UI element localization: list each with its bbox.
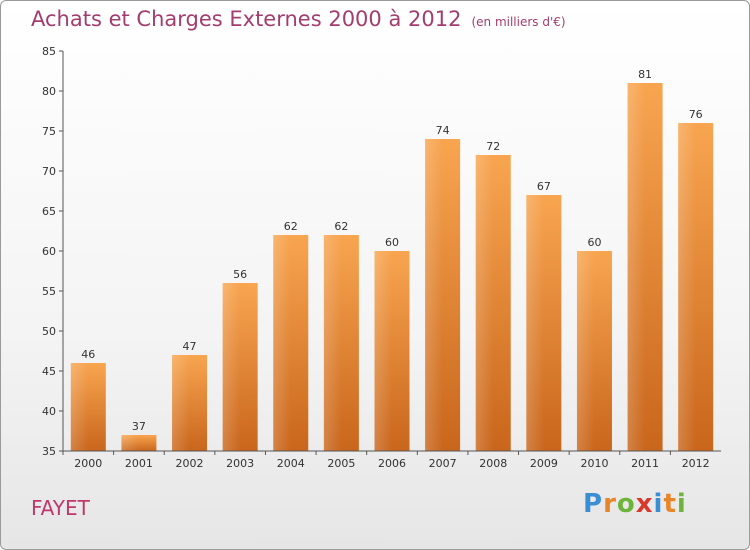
data-label-2008: 72 xyxy=(486,140,500,153)
bar-shine-2000 xyxy=(70,363,89,451)
data-label-2011: 81 xyxy=(638,68,652,81)
bar-shine-2009 xyxy=(526,195,544,451)
bar-shine-2001 xyxy=(121,435,139,451)
place-name: FAYET xyxy=(31,496,90,520)
bar-shine-2008 xyxy=(475,155,494,451)
bar-shine-2006 xyxy=(374,251,392,451)
data-label-2003: 56 xyxy=(233,268,247,281)
bar-shine-2002 xyxy=(172,355,190,451)
bar-shine-2005 xyxy=(323,235,342,451)
x-tick-label-2009: 2009 xyxy=(530,457,558,470)
x-tick-label-2007: 2007 xyxy=(429,457,457,470)
bars-group: 46 37 47 56 62 62 60 74 72 67 60 81 76 xyxy=(70,68,714,451)
x-tick-label-2002: 2002 xyxy=(176,457,204,470)
y-tick-label-45: 45 xyxy=(42,365,56,378)
logo-letter: P xyxy=(583,489,604,519)
chart-title-text: Achats et Charges Externes 2000 à 2012 xyxy=(31,7,462,31)
data-label-2006: 60 xyxy=(385,236,399,249)
logo-letter: o xyxy=(616,489,636,519)
bar-shine-2010 xyxy=(576,251,595,451)
data-label-2001: 37 xyxy=(132,420,146,433)
x-tick-label-2004: 2004 xyxy=(277,457,305,470)
y-tick-label-75: 75 xyxy=(42,125,56,138)
data-label-2004: 62 xyxy=(284,220,298,233)
data-label-2002: 47 xyxy=(183,340,197,353)
y-tick-label-55: 55 xyxy=(42,285,56,298)
y-tick-label-50: 50 xyxy=(42,325,56,338)
logo-letter: i xyxy=(653,489,664,519)
y-tick-label-65: 65 xyxy=(42,205,56,218)
data-label-2009: 67 xyxy=(537,180,551,193)
bar-shine-2011 xyxy=(627,83,646,451)
y-tick-label-80: 80 xyxy=(42,85,56,98)
x-tick-label-2011: 2011 xyxy=(631,457,659,470)
x-tick-label-2001: 2001 xyxy=(125,457,153,470)
logo-letter: x xyxy=(635,489,654,519)
bar-shine-2004 xyxy=(273,235,291,451)
chart-subtitle: (en milliers d'€) xyxy=(471,15,566,29)
x-tick-label-2000: 2000 xyxy=(74,457,102,470)
y-tick-label-40: 40 xyxy=(42,405,56,418)
data-label-2000: 46 xyxy=(81,348,95,361)
bar-shine-2007 xyxy=(425,139,443,451)
y-tick-label-70: 70 xyxy=(42,165,56,178)
logo-letter: r xyxy=(603,489,617,519)
bar-shine-2012 xyxy=(678,123,696,451)
logo-letter: t xyxy=(663,489,677,519)
data-label-2010: 60 xyxy=(587,236,601,249)
axes-group: 2000 2001 2002 2003 2004 2005 2006 2007 2008 2009… xyxy=(42,45,721,470)
data-label-2012: 76 xyxy=(689,108,703,121)
x-tick-label-2010: 2010 xyxy=(580,457,608,470)
x-tick-label-2005: 2005 xyxy=(327,457,355,470)
y-tick-label-35: 35 xyxy=(42,445,56,458)
x-tick-label-2003: 2003 xyxy=(226,457,254,470)
logo-letter: i xyxy=(676,489,687,519)
chart-title: Achats et Charges Externes 2000 à 2012 (e… xyxy=(31,7,566,31)
data-label-2005: 62 xyxy=(334,220,348,233)
x-tick-label-2012: 2012 xyxy=(682,457,710,470)
proxiti-logo: Proxiti xyxy=(583,489,687,519)
y-tick-label-60: 60 xyxy=(42,245,56,258)
bar-shine-2003 xyxy=(222,283,241,451)
x-tick-label-2006: 2006 xyxy=(378,457,406,470)
data-label-2007: 74 xyxy=(436,124,450,137)
y-tick-label-85: 85 xyxy=(42,45,56,58)
x-tick-label-2008: 2008 xyxy=(479,457,507,470)
